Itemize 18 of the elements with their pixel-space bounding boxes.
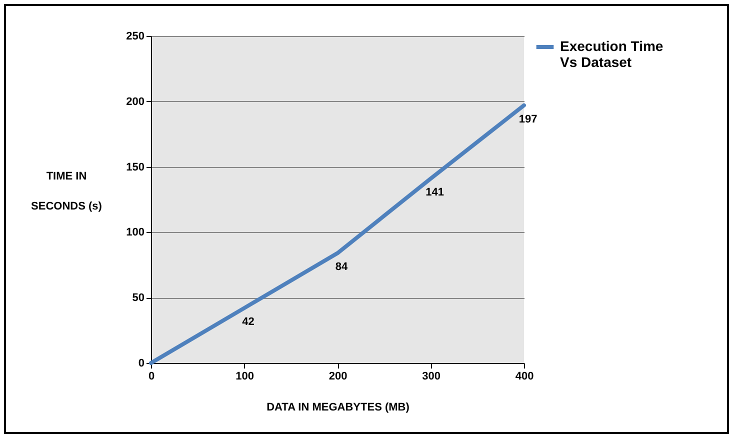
data-label: 197 (518, 113, 538, 126)
y-tick-label: 250 (126, 30, 144, 42)
data-label: 42 (242, 316, 254, 328)
x-tick-label: 0 (148, 370, 155, 382)
x-tick-label: 300 (422, 370, 440, 382)
data-label: 141 (426, 186, 444, 199)
y-tick-label: 200 (126, 96, 144, 108)
y-tick-label: 50 (132, 292, 144, 304)
legend-label: Execution Time Vs Dataset (560, 38, 664, 70)
x-tick-label: 100 (236, 370, 254, 382)
x-axis-title: DATA IN MEGABYTES (MB) (266, 402, 410, 414)
x-tick-label: 200 (328, 370, 348, 382)
data-label: 84 (335, 261, 348, 274)
x-tick-label: 400 (515, 370, 534, 382)
y-tick-label: 0 (138, 358, 144, 370)
y-tick-label: 100 (126, 226, 144, 239)
y-tick-label: 150 (126, 161, 144, 174)
text: TIME IN SECONDS (s) (31, 170, 102, 212)
